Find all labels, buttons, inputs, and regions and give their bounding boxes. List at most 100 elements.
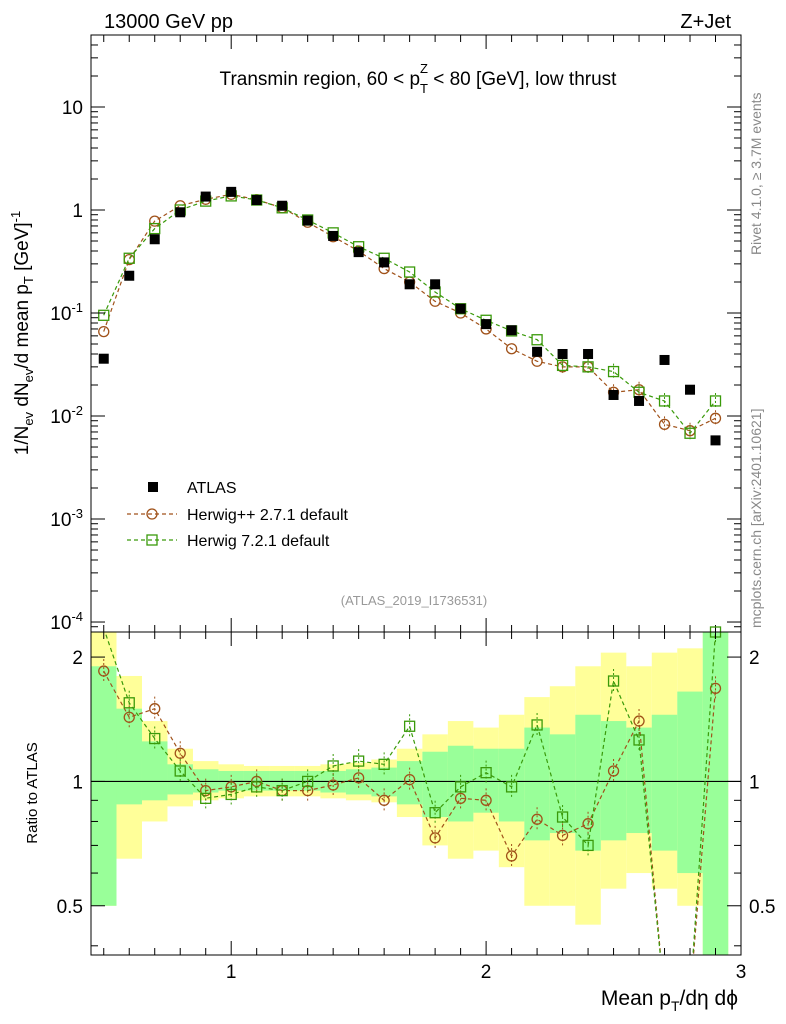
ratio-point	[302, 775, 314, 788]
data-point	[556, 359, 569, 372]
ratio-point	[607, 765, 620, 777]
atlas-point	[149, 234, 160, 245]
rivet-label: Rivet 4.1.0, ≥ 3.7M events	[748, 92, 764, 255]
ratio-point	[633, 734, 645, 746]
ratio-point	[582, 839, 594, 852]
ratio-point	[225, 788, 237, 801]
ratio-point	[327, 760, 339, 772]
svg-text:1/Nev dNev/d mean pT [GeV]-1: 1/Nev dNev/d mean pT [GeV]-1	[8, 211, 36, 456]
atlas-point	[226, 186, 237, 197]
x-tick-label: 2	[481, 962, 492, 983]
ratio-point	[200, 792, 212, 804]
data-point	[98, 325, 110, 338]
ratio-point	[429, 807, 441, 819]
ratio-point	[98, 665, 110, 677]
data-point	[607, 365, 620, 378]
y-tick-label-top: 10	[62, 98, 83, 119]
data-point	[505, 343, 518, 355]
data-point	[658, 395, 671, 407]
x-tick-label: 3	[736, 962, 747, 983]
y-axis-label-top: 1/Nev dNev/d mean pT [GeV]-1	[8, 211, 36, 456]
ratio-point	[403, 773, 416, 786]
series-herwig7	[98, 190, 722, 442]
main-plot: 10 1 10-1 10-2 10-3 10-4 Transmin region, 60 …	[8, 34, 742, 634]
atlas-point	[659, 354, 670, 365]
ratio-point	[633, 715, 645, 727]
svg-text:Mean pT/dη dϕ: Mean pT/dη dϕ	[601, 987, 738, 1014]
y-tick-label-bottom: 0.5	[57, 897, 83, 918]
ratio-point	[149, 732, 161, 745]
data-point	[403, 266, 416, 278]
data-point	[98, 309, 110, 321]
y-tick-label-bottom: 2	[72, 648, 83, 669]
ratio-point	[429, 832, 441, 844]
ratio-point	[607, 675, 620, 687]
ratio-point	[276, 784, 288, 797]
ratio-point	[556, 829, 569, 842]
band-inner-bin	[269, 770, 295, 791]
ratio-point	[556, 811, 569, 823]
ratio-point	[709, 682, 722, 695]
y-tick-label-top: 10-2	[50, 403, 83, 428]
series-line	[103, 193, 716, 432]
y-tick-label-top: 10-1	[50, 300, 83, 325]
data-point	[149, 222, 161, 235]
y-tick-label-bottom-right: 2	[749, 648, 760, 669]
data-point	[149, 215, 161, 227]
analysis-watermark: (ATLAS_2019_I1736531)	[341, 593, 487, 608]
legend: ATLAS Herwig++ 2.7.1 default Herwig 7.2.1 …	[127, 480, 349, 550]
legend-label: Herwig 7.2.1 default	[187, 533, 330, 550]
atlas-point	[557, 348, 568, 359]
atlas-point	[532, 346, 543, 357]
atlas-point	[251, 195, 262, 206]
legend-label: Herwig++ 2.7.1 default	[187, 507, 349, 524]
atlas-point	[506, 325, 517, 336]
ratio-point	[403, 720, 416, 732]
band-inner-bin	[524, 727, 550, 841]
y-axis-label-bottom: Ratio to ATLAS	[24, 742, 41, 843]
y-tick-label-top: 10-4	[50, 609, 83, 634]
ratio-point	[174, 765, 186, 777]
atlas-point	[634, 395, 645, 406]
legend-label: ATLAS	[187, 480, 237, 497]
y-tick-label-top: 10-3	[50, 506, 83, 531]
ratio-point	[251, 781, 263, 793]
ratio-point	[174, 747, 186, 759]
atlas-point	[583, 348, 594, 359]
ratio-point	[149, 703, 161, 715]
y-tick-label-bottom-right: 0.5	[749, 897, 775, 918]
band-inner-bin	[677, 691, 703, 874]
x-tick-label: 1	[226, 962, 237, 983]
atlas-point	[379, 257, 390, 268]
x-axis-label: Mean pT/dη dϕ	[601, 987, 738, 1014]
data-point	[531, 334, 543, 346]
band-inner-bin	[651, 714, 678, 851]
atlas-point	[685, 384, 696, 395]
atlas-point	[277, 200, 288, 211]
ratio-point	[352, 772, 365, 784]
mcplots-label: mcplots.cern.ch [arXiv:2401.10621]	[748, 409, 764, 628]
atlas-point	[481, 319, 492, 330]
series-atlas	[98, 186, 721, 446]
data-point	[658, 418, 671, 430]
data-point	[684, 427, 696, 439]
header-right: Z+Jet	[680, 11, 731, 33]
band-inner-bin	[141, 741, 168, 801]
legend-atlas-marker	[148, 482, 158, 492]
atlas-point	[353, 247, 364, 258]
ratio-point	[454, 792, 467, 804]
series-line	[103, 195, 716, 435]
band-inner-bin	[498, 748, 525, 822]
ratio-point	[531, 813, 543, 825]
atlas-point	[710, 435, 721, 446]
ratio-plot-frame	[90, 631, 742, 956]
atlas-point	[175, 207, 186, 218]
band-inner-bin	[575, 714, 601, 851]
data-point	[709, 395, 722, 407]
atlas-point	[404, 279, 415, 290]
atlas-point	[455, 303, 466, 314]
plot-title: Transmin region, 60 < pTZ < 80 [GeV], lo…	[220, 61, 618, 96]
legend-marker	[146, 534, 158, 546]
ratio-point	[480, 767, 492, 779]
